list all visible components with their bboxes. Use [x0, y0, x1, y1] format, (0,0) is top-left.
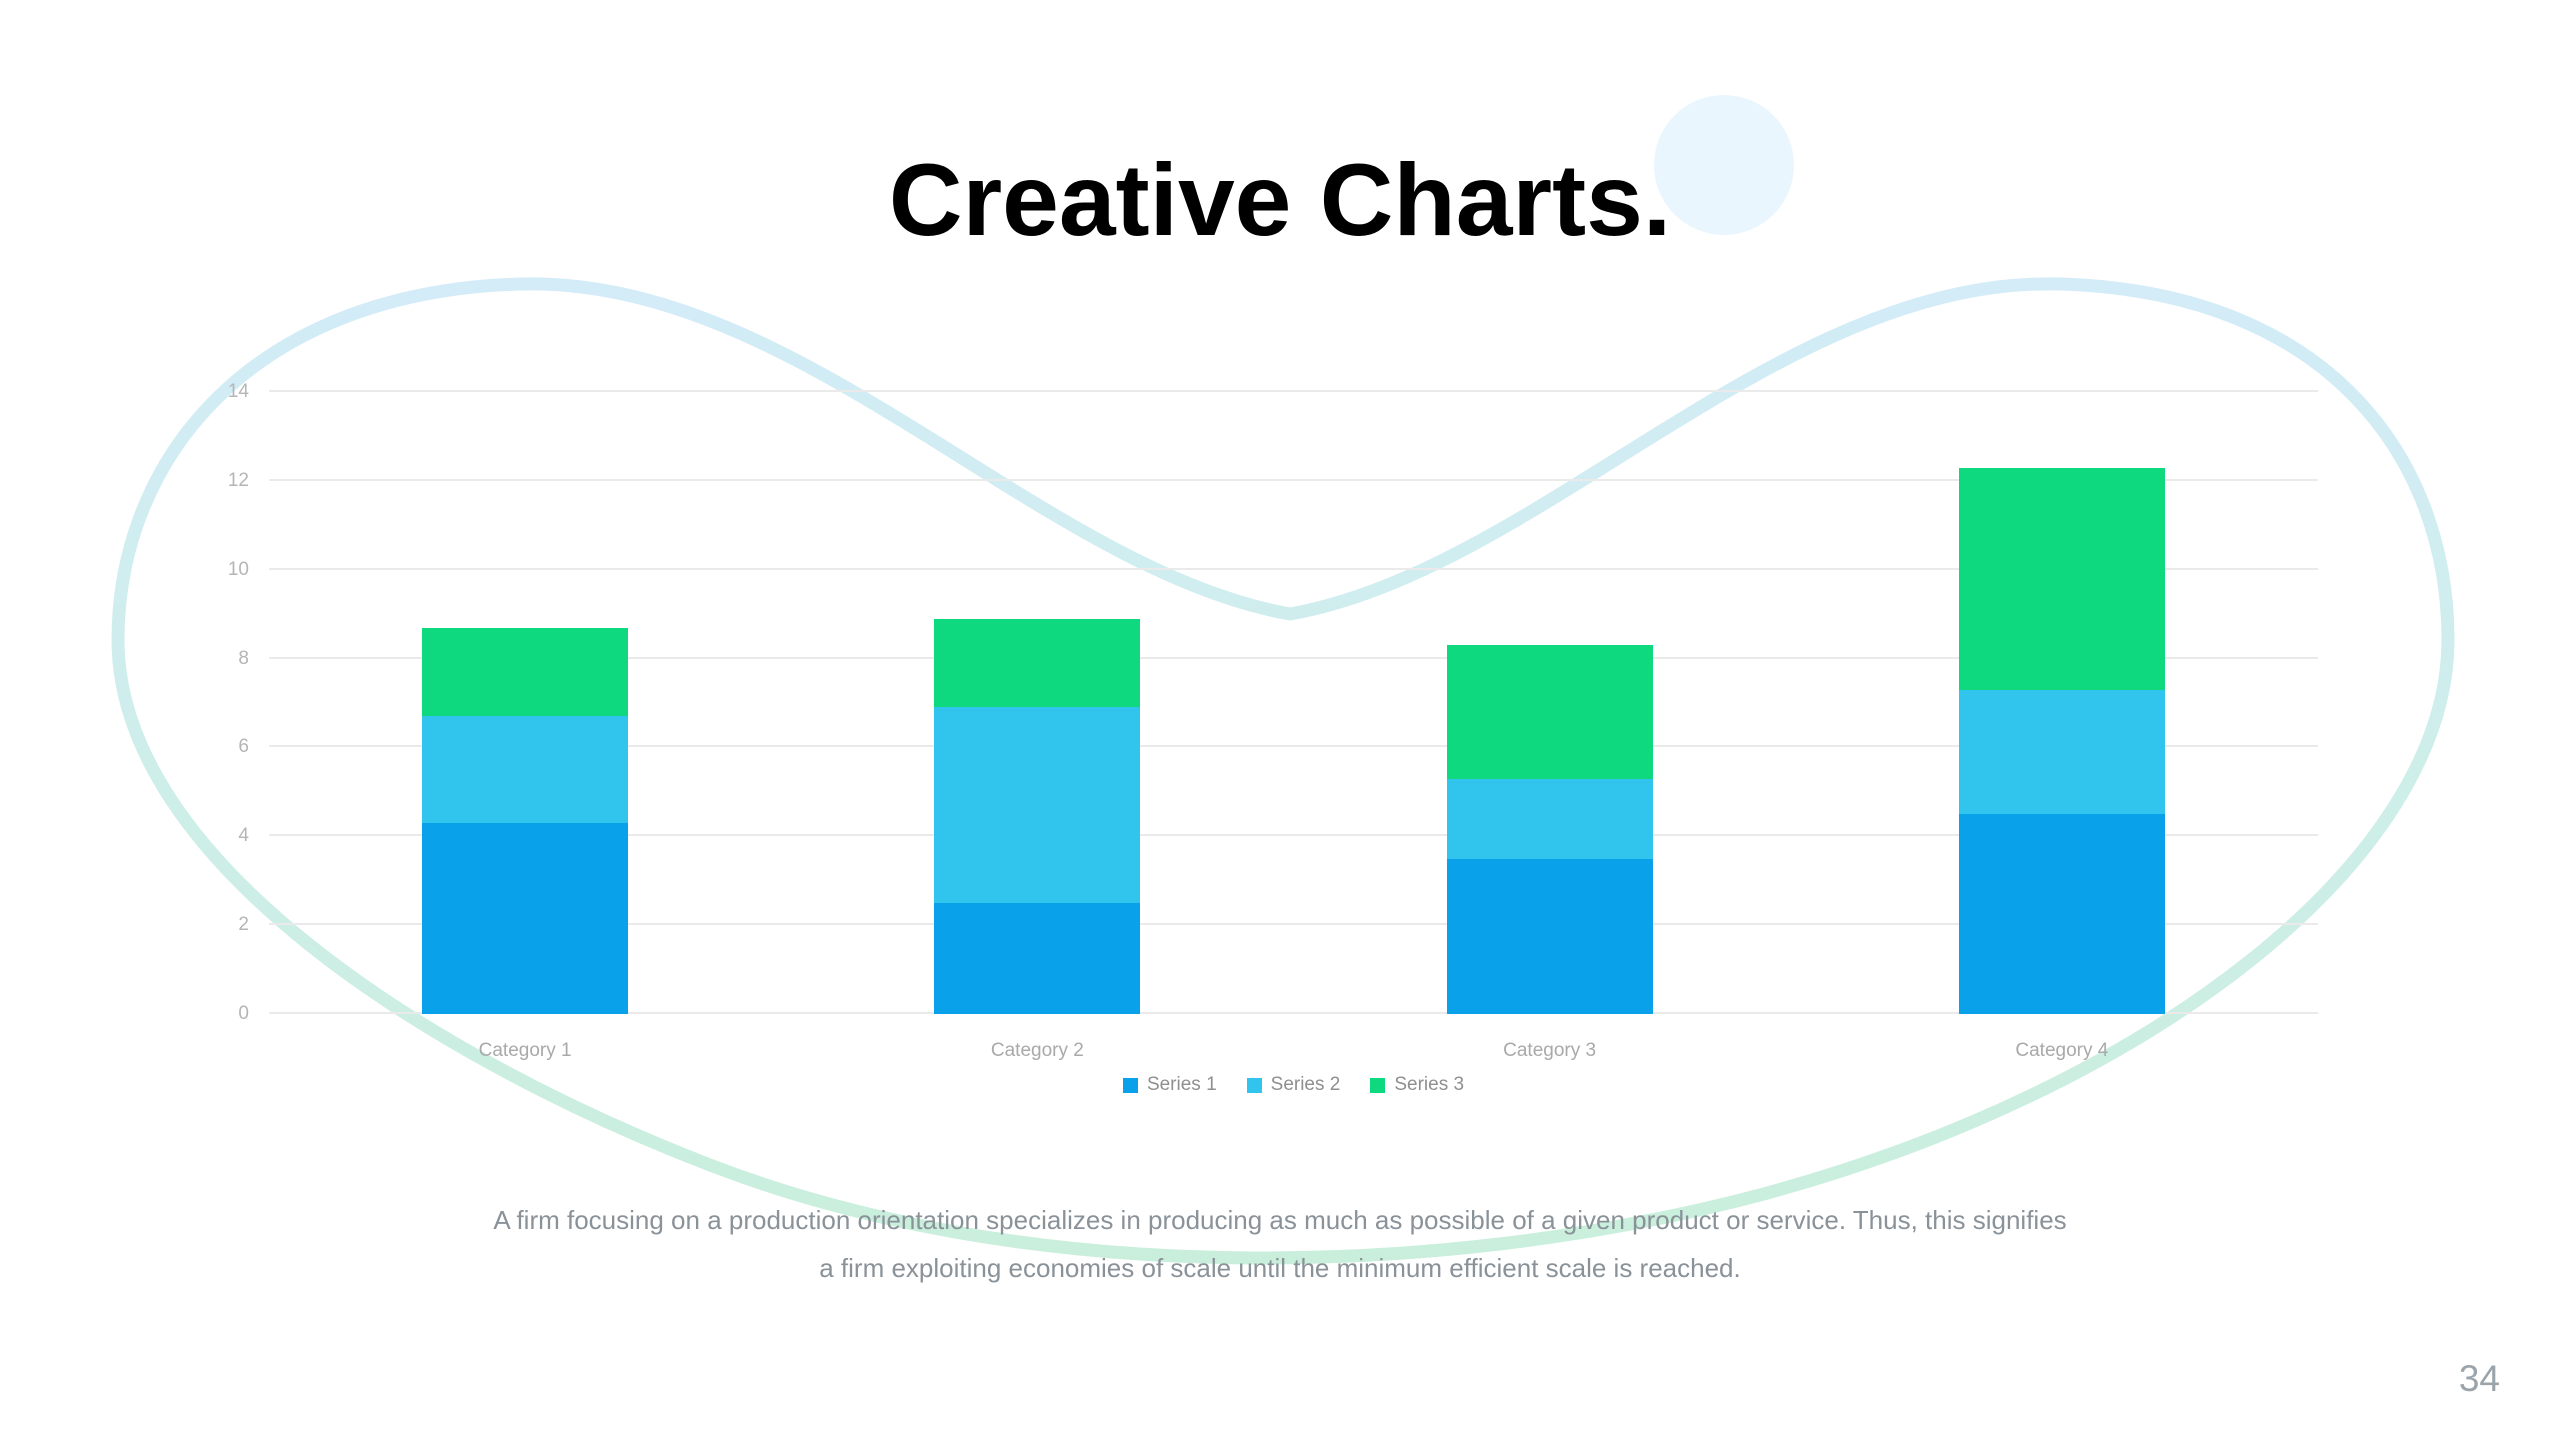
- gridline: [269, 478, 2318, 481]
- y-axis-tick-label: 2: [238, 914, 249, 936]
- chart-plot-area: 0 2 4 6 8 10 12 14 Category 1 Category 2 Category …: [228, 381, 2318, 1061]
- gridline: [269, 1012, 2318, 1014]
- gridline: [269, 834, 2318, 837]
- bar-segment-series-1: [422, 822, 629, 1014]
- legend-item: Series 2: [1246, 1074, 1341, 1096]
- legend-label: Series 3: [1394, 1074, 1465, 1095]
- category-slot-1: Category 1: [269, 392, 781, 1061]
- category-label: Category 1: [478, 1040, 572, 1061]
- stacked-bar-2: [934, 392, 1141, 1014]
- y-axis-tick-label: 0: [238, 1003, 249, 1024]
- bar-segment-series-3: [1958, 467, 2165, 690]
- y-axis-tick-label: 6: [238, 736, 249, 758]
- stacked-bar-3: [1446, 392, 1653, 1014]
- legend-swatch: [1370, 1077, 1386, 1093]
- body-text-line-1: A firm focusing on a production orientat…: [493, 1205, 2067, 1235]
- page-number: 34: [2458, 1358, 2500, 1399]
- y-axis-tick-label: 14: [227, 381, 249, 402]
- body-text-line-2: a firm exploiting economies of scale unt…: [819, 1253, 1741, 1283]
- y-axis-tick-label: 8: [238, 647, 249, 669]
- legend-swatch: [1246, 1077, 1262, 1093]
- gridline: [269, 567, 2318, 570]
- chart-legend: Series 1 Series 2 Series 3: [269, 1074, 2318, 1096]
- bar-segment-series-3: [934, 618, 1141, 708]
- category-label: Category 2: [990, 1040, 1084, 1061]
- decorative-circle: [1654, 95, 1794, 235]
- bar-segment-series-3: [422, 627, 629, 717]
- category-slot-3: Category 3: [1294, 392, 1806, 1061]
- bar-segment-series-1: [934, 902, 1141, 1014]
- gridline: [269, 923, 2318, 926]
- stacked-bar-4: [1958, 392, 2165, 1014]
- gridline: [269, 745, 2318, 748]
- category-slot-2: Category 2: [781, 392, 1293, 1061]
- slide-title: Creative Charts.: [888, 143, 1672, 257]
- bar-segment-series-1: [1958, 814, 2165, 1014]
- category-label: Category 4: [2015, 1040, 2109, 1061]
- blob-path: [111, 277, 2455, 1265]
- gridline: [269, 656, 2318, 659]
- bar-segment-series-2: [1446, 778, 1653, 859]
- stacked-bar-1: [422, 392, 629, 1014]
- bar-segment-series-2: [1958, 689, 2165, 815]
- bar-segment-series-2: [422, 716, 629, 823]
- y-axis-tick-label: 4: [238, 825, 249, 847]
- gridline: [269, 390, 2318, 392]
- legend-item: Series 3: [1370, 1074, 1464, 1096]
- category-slot-4: Category 4: [1806, 392, 2318, 1061]
- legend-item: Series 1: [1122, 1074, 1217, 1096]
- body-text: A firm focusing on a production orientat…: [0, 1196, 2560, 1292]
- y-axis-tick-label: 10: [227, 558, 249, 580]
- bar-segment-series-1: [1446, 858, 1653, 1014]
- bar-segment-series-3: [1446, 645, 1653, 779]
- legend-label: Series 2: [1270, 1074, 1341, 1095]
- category-label: Category 3: [1503, 1040, 1597, 1061]
- legend-swatch: [1122, 1077, 1138, 1093]
- bar-segment-series-2: [934, 707, 1141, 903]
- stacked-bar-chart: 0 2 4 6 8 10 12 14 Category 1 Category 2 Category …: [228, 381, 2318, 1095]
- y-axis-tick-label: 12: [227, 469, 249, 491]
- legend-label: Series 1: [1146, 1074, 1217, 1095]
